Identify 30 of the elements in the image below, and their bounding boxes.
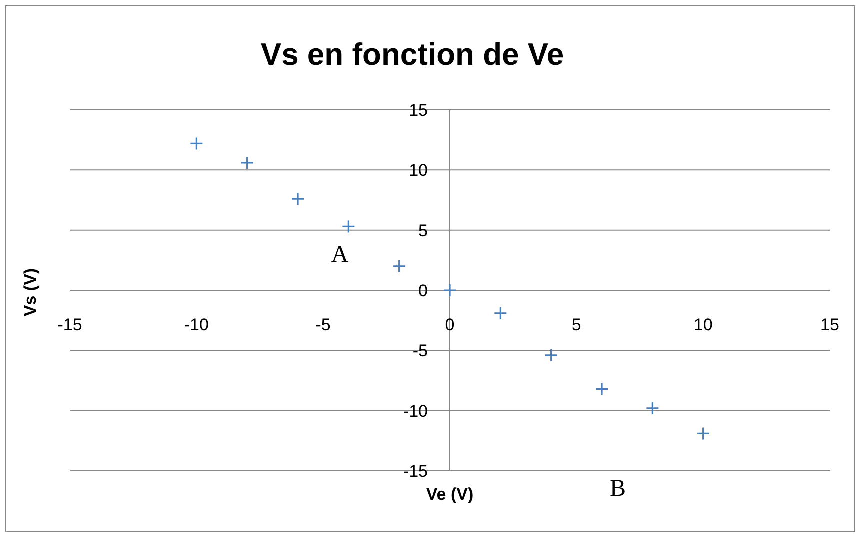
point <box>544 348 558 362</box>
point <box>696 426 710 440</box>
point <box>646 402 660 416</box>
x-tick-label: 10 <box>694 316 713 334</box>
annotation: A <box>331 242 350 268</box>
point <box>342 220 356 234</box>
x-tick-label: 5 <box>572 316 582 334</box>
point <box>392 260 406 274</box>
x-tick-label: -5 <box>316 316 331 334</box>
x-tick-label: -10 <box>184 316 209 334</box>
y-tick-label: 5 <box>418 221 428 240</box>
chart-title: Vs en fonction de Ve <box>260 37 564 72</box>
x-tick-label: 0 <box>445 316 455 334</box>
y-tick-label: -10 <box>403 402 428 421</box>
x-tick-label: -15 <box>58 316 82 334</box>
x-axis-title: Ve (V) <box>426 485 474 504</box>
point <box>595 382 609 396</box>
point <box>494 306 508 320</box>
y-tick-label: 15 <box>409 101 428 120</box>
y-tick-label: 0 <box>418 282 428 300</box>
point <box>291 192 305 206</box>
x-tick-label: 15 <box>820 316 840 334</box>
y-tick-label: -15 <box>403 462 428 481</box>
text: B <box>610 476 626 502</box>
y-tick-label: -5 <box>412 342 428 361</box>
y-axis-title: Vs (V) <box>21 268 40 317</box>
point <box>190 136 204 150</box>
y-tick-label: 10 <box>409 161 428 180</box>
point <box>240 156 254 170</box>
point <box>443 284 457 298</box>
